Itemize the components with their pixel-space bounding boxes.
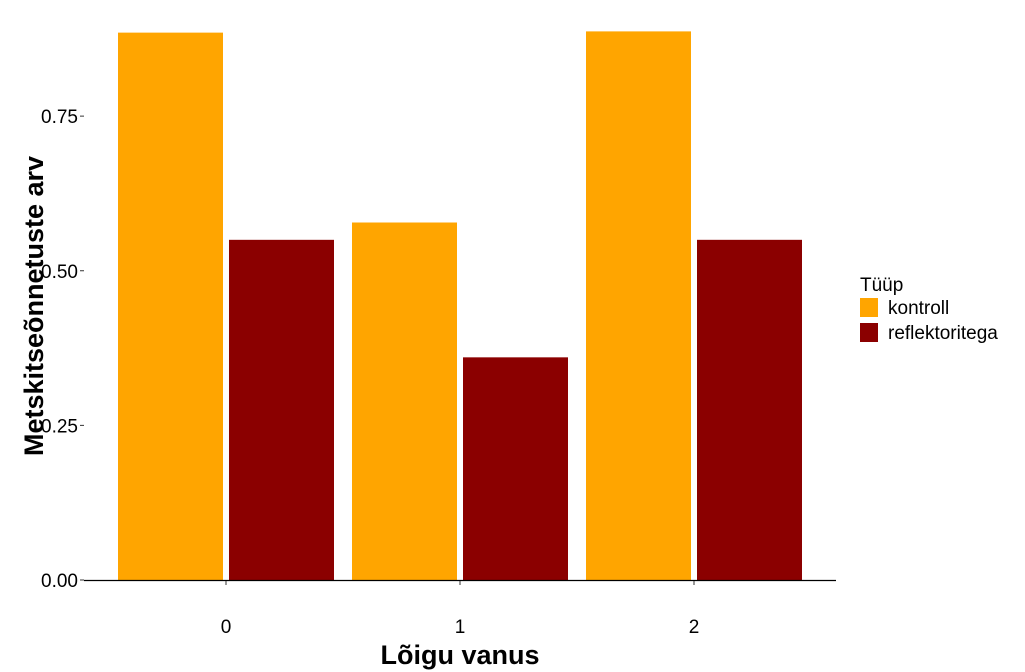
legend-title: Tüüp	[860, 275, 903, 296]
bar-kontroll-2	[586, 31, 691, 580]
x-tick-label: 2	[689, 617, 700, 638]
y-tick-label: 0.25	[41, 416, 78, 437]
y-tick-label: 0.50	[41, 262, 78, 283]
x-tick-label: 1	[455, 617, 466, 638]
bar-reflektoritega-1	[463, 357, 568, 580]
x-axis-title: Lõigu vanus	[380, 640, 539, 670]
y-axis-title: Metskitseõnnetuste arv	[19, 156, 49, 456]
x-tick-label: 0	[221, 617, 232, 638]
legend: Tüüp kontroll reflektoritega	[860, 275, 998, 344]
legend-key-kontroll	[860, 298, 878, 317]
legend-label-reflektoritega: reflektoritega	[888, 323, 998, 344]
y-axis-ticks: 0.00 0.25 0.50 0.75	[41, 107, 84, 592]
bar-kontroll-1	[352, 222, 457, 580]
legend-key-reflektoritega	[860, 323, 878, 342]
bar-reflektoritega-2	[697, 239, 802, 580]
legend-label-kontroll: kontroll	[888, 298, 949, 319]
bar-kontroll-0	[118, 32, 223, 580]
bars-group	[118, 31, 802, 580]
y-tick-label: 0.75	[41, 107, 78, 128]
bar-reflektoritega-0	[229, 239, 334, 580]
x-axis-ticks: 0 1 2	[221, 581, 700, 638]
y-tick-label: 0.00	[41, 571, 78, 592]
